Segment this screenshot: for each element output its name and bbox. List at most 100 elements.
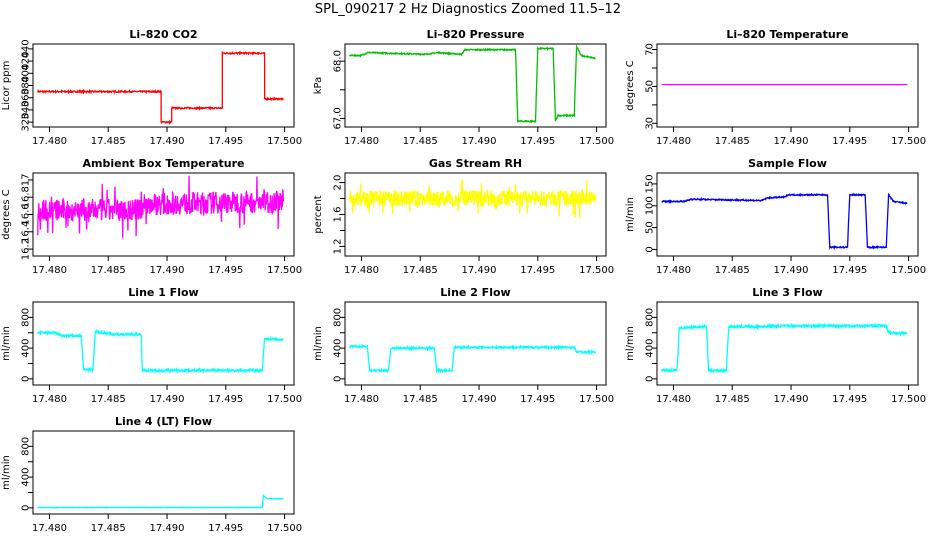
y-tick-label: 0 <box>645 376 656 382</box>
series-line <box>349 44 596 124</box>
y-tick-label: 17 <box>21 174 32 187</box>
y-axis-label: degrees C <box>625 60 636 110</box>
x-tick-label: 17.490 <box>150 265 185 276</box>
x-tick-label: 17.480 <box>344 136 379 147</box>
x-tick-label: 17.500 <box>579 136 614 147</box>
plot-frame <box>656 43 919 128</box>
series-line <box>349 343 596 374</box>
chart-panel-6: Sample Flow ml/min 17.480 17.485 17.490 17.49… <box>625 157 926 276</box>
y-tick-label: 800 <box>645 308 656 327</box>
y-tick-label: 400 <box>21 468 32 487</box>
series-line <box>37 50 284 125</box>
x-tick-label: 17.500 <box>267 394 302 405</box>
chart-title: Line 1 Flow <box>128 286 198 299</box>
series-line <box>661 192 908 251</box>
x-tick-label: 17.485 <box>715 136 750 147</box>
y-tick-label: 16.6 <box>21 203 32 225</box>
y-tick-label: 30 <box>645 117 656 130</box>
y-axis-label: percent <box>313 195 324 233</box>
chart-panel-9: Line 3 Flow ml/min 17.480 17.485 17.490 17.49… <box>625 286 926 405</box>
y-tick-label: 440 <box>21 39 32 58</box>
y-tick-label: 50 <box>645 80 656 93</box>
x-tick-label: 17.495 <box>208 265 243 276</box>
y-tick-label: 800 <box>21 437 32 456</box>
y-tick-label: 0 <box>333 376 344 382</box>
chart-title: Ambient Box Temperature <box>83 157 245 170</box>
x-tick-label: 17.485 <box>715 394 750 405</box>
x-tick-label: 17.500 <box>891 394 926 405</box>
chart-title: Li–820 Temperature <box>726 28 848 41</box>
x-tick-label: 17.490 <box>150 136 185 147</box>
x-tick-label: 17.480 <box>32 136 67 147</box>
y-tick-label: 800 <box>333 308 344 327</box>
x-tick-label: 17.485 <box>91 523 126 534</box>
y-tick-label: 2.0 <box>333 175 344 191</box>
series-line <box>37 175 285 239</box>
chart-panel-3: Li–820 Temperature degrees C 17.480 17.485 1… <box>625 28 926 147</box>
y-tick-label: 800 <box>21 308 32 327</box>
y-axis-label: ml/min <box>313 326 324 361</box>
x-tick-label: 17.495 <box>208 523 243 534</box>
y-tick-label: 67.0 <box>333 107 344 129</box>
x-tick-label: 17.485 <box>91 265 126 276</box>
y-tick-label: 0 <box>21 505 32 511</box>
x-tick-label: 17.485 <box>403 136 438 147</box>
plot-frame <box>32 43 295 128</box>
x-tick-label: 17.480 <box>344 265 379 276</box>
y-tick-label: 50 <box>645 221 656 234</box>
chart-panel-1: Li–820 CO2 Licor ppm 17.480 17.485 17.490 17.… <box>1 28 302 147</box>
x-tick-label: 17.500 <box>267 523 302 534</box>
y-tick-label: 150 <box>645 174 656 193</box>
x-tick-label: 17.490 <box>462 265 497 276</box>
chart-title: Gas Stream RH <box>429 157 522 170</box>
x-tick-label: 17.495 <box>208 394 243 405</box>
y-tick-label: 100 <box>645 196 656 215</box>
x-tick-label: 17.480 <box>32 394 67 405</box>
y-axis-label: ml/min <box>1 455 12 490</box>
x-tick-label: 17.495 <box>832 136 867 147</box>
x-tick-label: 17.480 <box>656 136 691 147</box>
x-tick-label: 17.480 <box>656 394 691 405</box>
series-line <box>349 179 597 219</box>
y-tick-label: 360 <box>21 88 32 107</box>
x-tick-label: 17.490 <box>462 394 497 405</box>
y-tick-label: 400 <box>333 339 344 358</box>
x-tick-label: 17.490 <box>774 394 809 405</box>
chart-panel-4: Ambient Box Temperature degrees C 17.480 17… <box>1 157 302 276</box>
y-axis-label: degrees C <box>1 189 12 239</box>
y-tick-label: 400 <box>21 339 32 358</box>
chart-title: Li–820 CO2 <box>129 28 197 41</box>
figure-title: SPL_090217 2 Hz Diagnostics Zoomed 11.5–… <box>314 2 622 17</box>
x-tick-label: 17.500 <box>579 265 614 276</box>
x-tick-label: 17.490 <box>150 523 185 534</box>
plot-frame <box>656 172 919 257</box>
plot-frame <box>344 43 607 128</box>
y-tick-label: 68.0 <box>333 50 344 72</box>
x-tick-label: 17.485 <box>715 265 750 276</box>
x-tick-label: 17.500 <box>267 265 302 276</box>
y-axis-label: kPa <box>313 77 324 95</box>
x-tick-label: 17.490 <box>150 394 185 405</box>
x-tick-label: 17.480 <box>32 265 67 276</box>
y-tick-label: 70 <box>645 43 656 56</box>
y-tick-label: 1.2 <box>333 238 344 254</box>
y-axis-label: ml/min <box>625 326 636 361</box>
y-tick-label: 400 <box>645 339 656 358</box>
x-tick-label: 17.500 <box>891 265 926 276</box>
x-tick-label: 17.495 <box>520 265 555 276</box>
x-tick-label: 17.485 <box>403 394 438 405</box>
y-tick-label: 340 <box>21 100 32 119</box>
x-tick-label: 17.485 <box>91 394 126 405</box>
chart-title: Sample Flow <box>748 157 827 170</box>
y-tick-label: 400 <box>21 64 32 83</box>
chart-panel-5: Gas Stream RH percent 17.480 17.485 17.490 17… <box>313 157 614 276</box>
y-tick-label: 16.8 <box>21 186 32 208</box>
x-tick-label: 17.500 <box>267 136 302 147</box>
x-tick-label: 17.495 <box>832 394 867 405</box>
chart-panel-2: Li–820 Pressure kPa 17.480 17.485 17.490 17.4… <box>313 28 614 147</box>
x-tick-label: 17.480 <box>344 394 379 405</box>
x-tick-label: 17.490 <box>462 136 497 147</box>
x-tick-label: 17.485 <box>403 265 438 276</box>
x-tick-label: 17.500 <box>579 394 614 405</box>
